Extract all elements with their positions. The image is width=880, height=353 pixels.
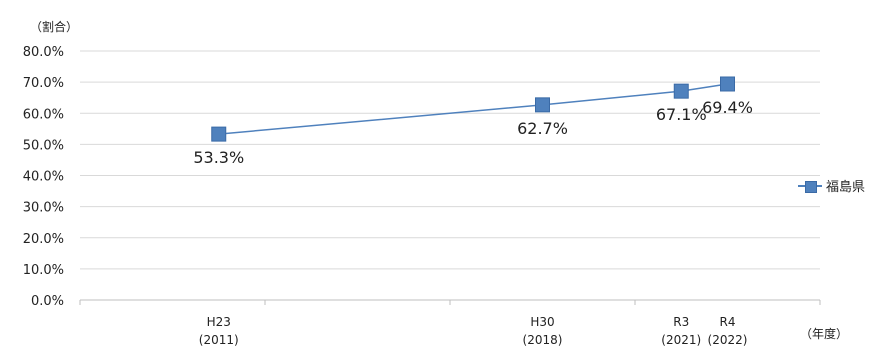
data-point-marker xyxy=(211,126,227,142)
y-tick-label: 20.0% xyxy=(23,232,64,247)
x-axis-unit-label: （年度） xyxy=(800,327,849,341)
y-tick-label: 40.0% xyxy=(23,170,64,185)
series-line xyxy=(218,83,728,135)
x-tick-label: R4 (2022) xyxy=(708,315,748,347)
x-tick-label: R3 (2021) xyxy=(661,315,701,347)
legend-marker-icon xyxy=(798,179,822,193)
y-tick-label: 0.0% xyxy=(31,294,64,309)
y-axis-label: （割合） xyxy=(30,20,79,34)
y-tick-label: 30.0% xyxy=(23,201,64,216)
data-point-marker xyxy=(673,83,689,99)
data-label: 69.4% xyxy=(702,98,753,117)
data-label: 67.1% xyxy=(656,105,707,124)
y-tick-label: 80.0% xyxy=(23,45,64,60)
legend: 福島県 xyxy=(798,176,865,195)
x-tick-label: H23 (2011) xyxy=(199,315,239,347)
y-tick-label: 50.0% xyxy=(23,138,64,153)
data-label: 53.3% xyxy=(193,148,244,167)
y-tick-label: 60.0% xyxy=(23,107,64,122)
y-tick-label: 70.0% xyxy=(23,76,64,91)
data-point-marker xyxy=(535,97,550,113)
legend-label: 福島県 xyxy=(826,180,866,195)
data-point-marker xyxy=(720,76,735,92)
y-tick-label: 10.0% xyxy=(23,263,64,278)
data-label: 62.7% xyxy=(517,119,568,138)
x-tick-label: H30 (2018) xyxy=(523,315,563,347)
